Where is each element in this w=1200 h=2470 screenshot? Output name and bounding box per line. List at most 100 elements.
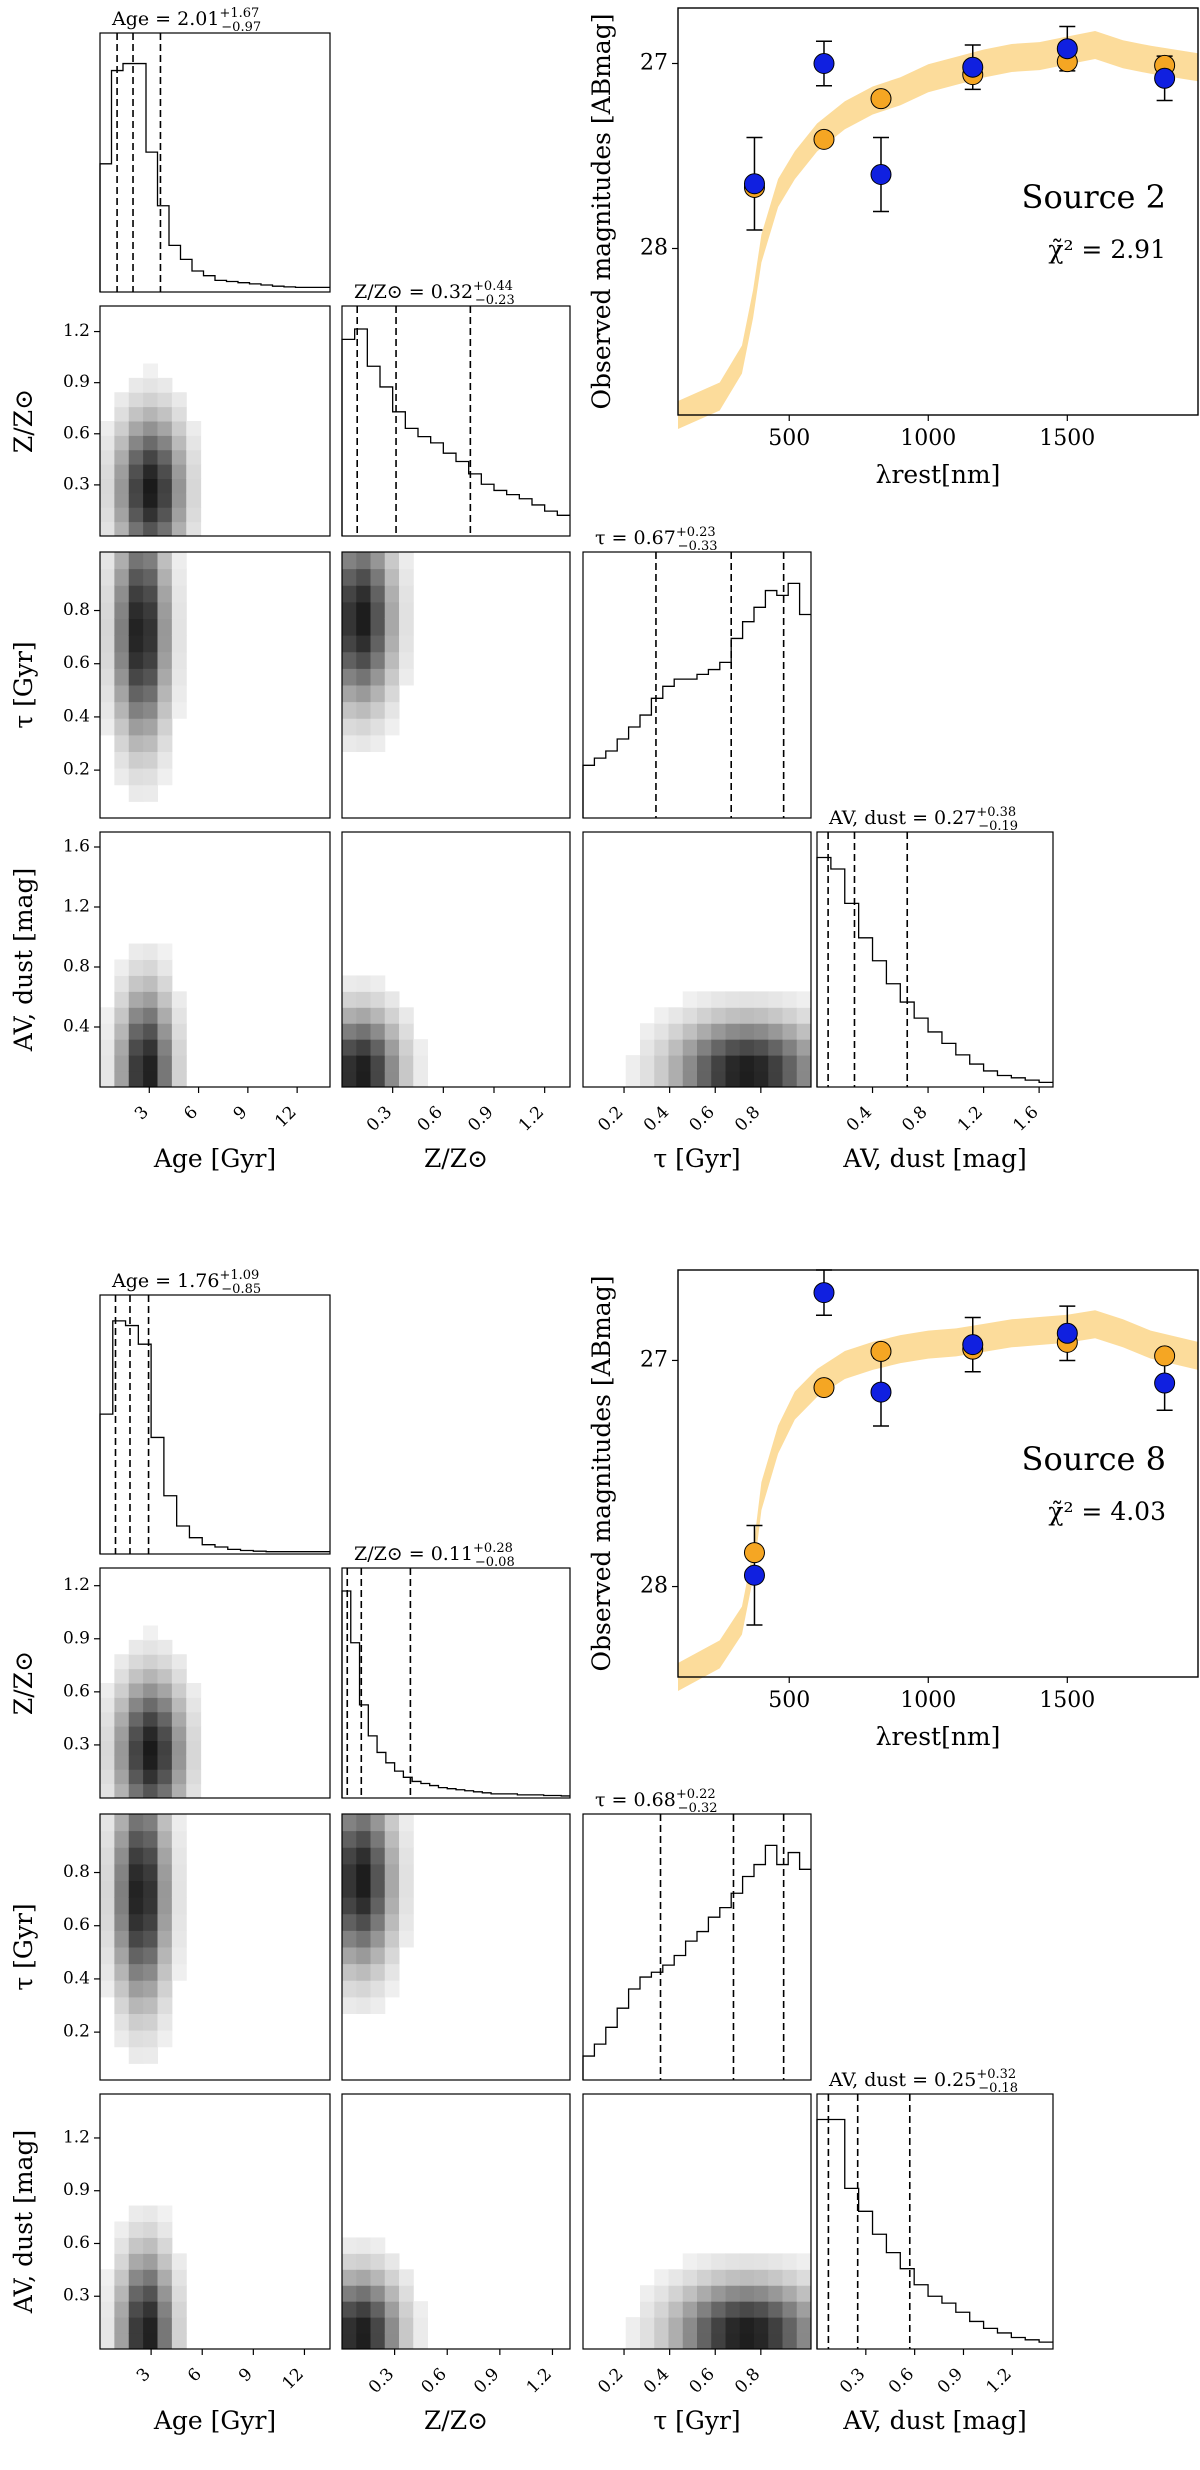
hist-step-tau bbox=[582, 582, 811, 818]
density-cell bbox=[739, 2317, 755, 2334]
observed-point-3 bbox=[962, 1334, 984, 1356]
density-cell bbox=[370, 2237, 386, 2254]
sed-ytick-label-1: 28 bbox=[640, 1574, 668, 1599]
density-cell bbox=[754, 2333, 769, 2350]
density-cell bbox=[186, 521, 202, 537]
density-cell bbox=[725, 1055, 741, 1072]
density-cell bbox=[384, 601, 400, 619]
density-cell bbox=[143, 1830, 158, 1848]
density-cell bbox=[100, 585, 115, 603]
ytick-label-z-3: 1.2 bbox=[63, 321, 90, 341]
density-cell bbox=[100, 635, 115, 653]
density-cell bbox=[128, 635, 144, 653]
density-cell bbox=[143, 943, 158, 960]
hist-frame-z bbox=[341, 1567, 571, 1799]
density-cell bbox=[413, 1055, 428, 1072]
param-title-z: Z/Z⊙ = 0.32+0.44 −0.23 bbox=[354, 279, 515, 308]
density-cell bbox=[143, 2253, 158, 2270]
density-cell bbox=[186, 478, 202, 494]
density-cell bbox=[157, 751, 173, 769]
density-cell bbox=[128, 651, 144, 669]
density-cell bbox=[711, 2269, 726, 2286]
density-cell bbox=[682, 1071, 698, 1088]
density-cell bbox=[399, 1039, 414, 1056]
density-cell bbox=[370, 1996, 386, 2014]
density-cell bbox=[128, 685, 144, 703]
density-cell bbox=[128, 959, 144, 976]
density-cell bbox=[143, 521, 158, 537]
density-cell bbox=[640, 1071, 655, 1088]
corner-figure-source-2: Age = 2.01+1.67 −0.97 Z/Z⊙ = 0.32+0.44 −0.2… bbox=[9, 6, 1199, 1173]
density-cell bbox=[171, 1071, 187, 1088]
density-cell bbox=[143, 1071, 158, 1088]
density-cell bbox=[114, 1963, 130, 1981]
model-point-2 bbox=[870, 1340, 892, 1362]
density-cell bbox=[413, 1071, 428, 1088]
density-cell bbox=[143, 1055, 158, 1072]
density-cell bbox=[143, 406, 158, 422]
density-cell bbox=[128, 2333, 144, 2350]
density-cell bbox=[114, 1007, 130, 1024]
density-cell bbox=[342, 1814, 357, 1832]
density-cell bbox=[114, 1668, 130, 1684]
xlabel-tau: τ [Gyr] bbox=[653, 2406, 740, 2435]
density-cell bbox=[370, 1863, 386, 1881]
density-cell bbox=[356, 1897, 371, 1915]
density-cell bbox=[157, 2013, 173, 2031]
ytick-label-z-0: 0.3 bbox=[63, 1734, 90, 1754]
density-cell bbox=[796, 1071, 812, 1088]
density-cell bbox=[399, 552, 414, 570]
density-cell bbox=[682, 2301, 698, 2318]
density-cell bbox=[157, 1683, 173, 1698]
density-cell bbox=[100, 507, 115, 523]
density-cell bbox=[143, 734, 158, 752]
density-cell bbox=[654, 2285, 669, 2302]
xtick-label-z-1: 0.6 bbox=[417, 2364, 450, 2397]
density-cell bbox=[100, 1039, 115, 1056]
xtick-label-age-3: 12 bbox=[279, 2364, 308, 2393]
density-cell bbox=[128, 552, 144, 570]
density-cell bbox=[143, 2030, 158, 2048]
density-cell bbox=[114, 718, 130, 736]
hist-step-age bbox=[99, 62, 330, 292]
ytick-label-av-1: 0.6 bbox=[63, 2233, 90, 2253]
density-cell bbox=[796, 2285, 812, 2302]
density-cell bbox=[100, 1697, 115, 1713]
density-cell bbox=[186, 1740, 202, 1756]
density-cell bbox=[114, 975, 130, 992]
density-cell bbox=[114, 1996, 130, 2014]
density-cell bbox=[711, 1039, 726, 1056]
density-cell bbox=[356, 1913, 371, 1931]
density-cell bbox=[399, 2333, 414, 2350]
chi2-label: χ̃² = 2.91 bbox=[1048, 235, 1166, 264]
density-cell bbox=[143, 492, 158, 508]
density-cell bbox=[128, 435, 144, 451]
density-cell bbox=[370, 585, 386, 603]
density-cell bbox=[399, 635, 414, 653]
density-cell bbox=[114, 1880, 130, 1898]
density-cell bbox=[128, 751, 144, 769]
density-cell bbox=[171, 1055, 187, 1072]
density-cell bbox=[100, 1055, 115, 1072]
density-cell bbox=[143, 601, 158, 619]
xtick-label-av-1: 0.6 bbox=[885, 2364, 918, 2397]
density-cell bbox=[143, 768, 158, 786]
sed-xtick-label-0: 500 bbox=[768, 1688, 810, 1713]
density-cell bbox=[171, 701, 187, 719]
density-cell bbox=[342, 585, 357, 603]
density-cell bbox=[114, 618, 130, 636]
density-cell bbox=[143, 1769, 158, 1785]
density-cell bbox=[114, 2221, 130, 2238]
density-cell bbox=[356, 668, 371, 686]
density-cell bbox=[754, 2269, 769, 2286]
density-cell bbox=[114, 734, 130, 752]
density-cell bbox=[711, 2285, 726, 2302]
density-cell bbox=[114, 1654, 130, 1670]
hist-step-av bbox=[816, 2118, 1053, 2349]
xlabel-z: Z/Z⊙ bbox=[424, 2406, 488, 2435]
density-cell bbox=[157, 2285, 173, 2302]
density-cell bbox=[384, 718, 400, 736]
density-cell bbox=[356, 2317, 371, 2334]
sed-ytick-label-1: 28 bbox=[640, 236, 668, 261]
density-cell bbox=[342, 1023, 357, 1040]
